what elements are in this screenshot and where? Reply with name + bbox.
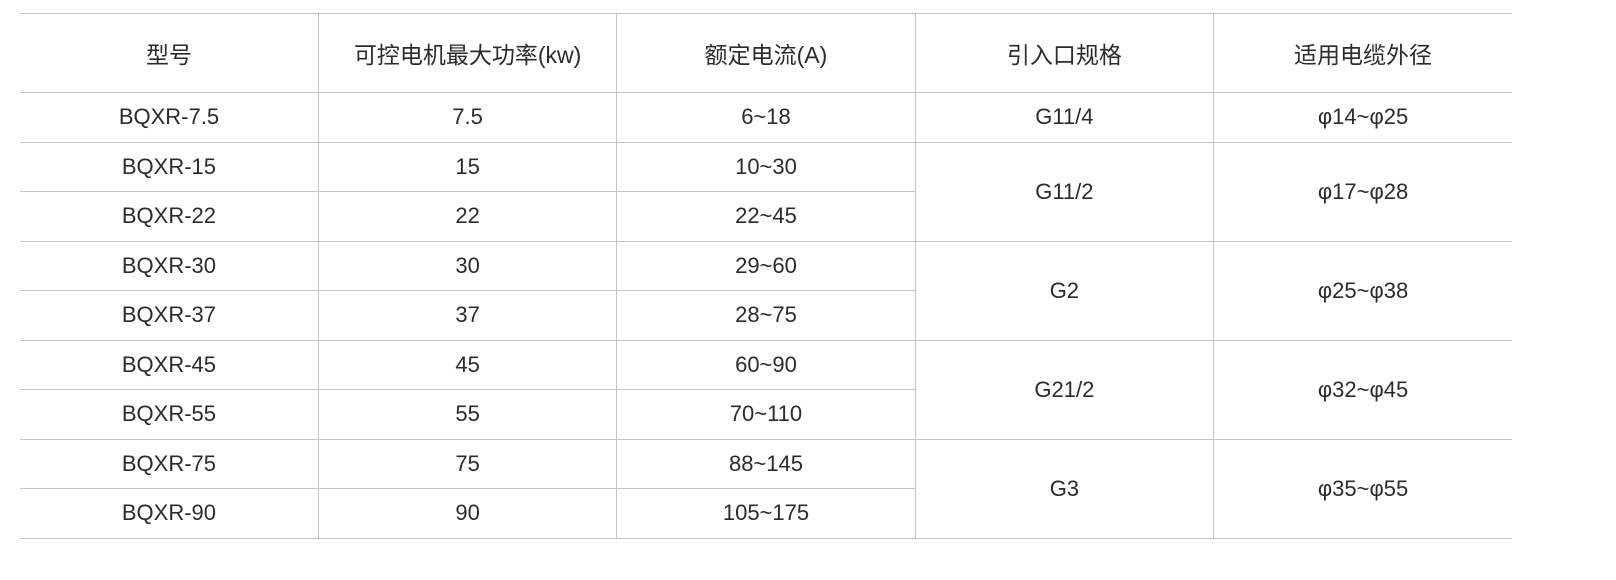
model-cell: BQXR-7.5 [20,92,319,143]
header-inlet: 引入口规格 [914,13,1215,93]
header-model: 型号 [20,13,319,93]
power-cell: 15 [317,141,618,192]
cable-cell: φ35~φ55 [1213,438,1512,539]
header-row: 型号 可控电机最大功率(kw) 额定电流(A) 引入口规格 适用电缆外径 [20,13,1512,93]
cable-cell: φ25~φ38 [1213,240,1512,341]
power-cell: 37 [317,290,618,341]
model-cell: BQXR-55 [20,389,319,440]
model-cell: BQXR-30 [20,240,319,291]
header-current: 额定电流(A) [616,13,916,93]
model-cell: BQXR-75 [20,438,319,489]
table-row: BQXR-37 37 28~75 [20,290,1512,341]
current-cell: 70~110 [616,389,916,440]
table-row: BQXR-22 22 22~45 [20,191,1512,242]
inlet-cell: G11/2 [914,141,1215,242]
current-cell: 28~75 [616,290,916,341]
inlet-cell: G2 [914,240,1215,341]
table-row: BQXR-75 75 88~145 G3 φ35~φ55 [20,438,1512,539]
cable-cell: φ14~φ25 [1213,92,1512,143]
power-cell: 7.5 [317,92,618,143]
current-cell: 88~145 [616,438,916,489]
spec-table: 型号 可控电机最大功率(kw) 额定电流(A) 引入口规格 适用电缆外径 BQX… [20,13,1512,539]
model-cell: BQXR-45 [20,339,319,390]
table-row: BQXR-90 90 105~175 [20,488,1512,539]
cable-cell: φ32~φ45 [1213,339,1512,440]
inlet-cell: G11/4 [914,92,1215,143]
current-cell: 6~18 [616,92,916,143]
power-cell: 30 [317,240,618,291]
header-power: 可控电机最大功率(kw) [317,13,618,93]
power-cell: 22 [317,191,618,242]
inlet-cell: G3 [914,438,1215,539]
current-cell: 105~175 [616,488,916,539]
power-cell: 55 [317,389,618,440]
power-cell: 75 [317,438,618,489]
current-cell: 60~90 [616,339,916,390]
model-cell: BQXR-37 [20,290,319,341]
model-cell: BQXR-90 [20,488,319,539]
table-row: BQXR-30 30 29~60 G2 φ25~φ38 [20,240,1512,341]
current-cell: 22~45 [616,191,916,242]
table-row: BQXR-15 15 10~30 G11/2 φ17~φ28 [20,141,1512,242]
current-cell: 10~30 [616,141,916,192]
table-row: BQXR-7.5 7.5 6~18 G11/4 φ14~φ25 [20,92,1512,143]
power-cell: 45 [317,339,618,390]
current-cell: 29~60 [616,240,916,291]
table-row: BQXR-45 45 60~90 G21/2 φ32~φ45 [20,339,1512,440]
inlet-cell: G21/2 [914,339,1215,440]
model-cell: BQXR-22 [20,191,319,242]
model-cell: BQXR-15 [20,141,319,192]
power-cell: 90 [317,488,618,539]
header-cable: 适用电缆外径 [1213,13,1512,93]
cable-cell: φ17~φ28 [1213,141,1512,242]
